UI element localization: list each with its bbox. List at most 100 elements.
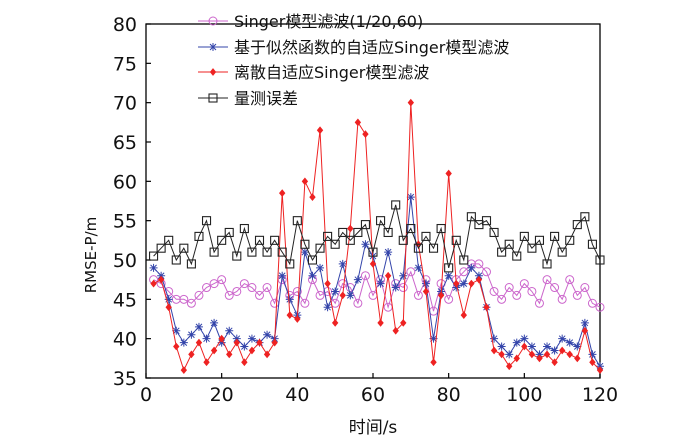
legend-marker: [209, 43, 217, 51]
data-point: [459, 279, 468, 288]
data-point: [565, 338, 574, 347]
data-point: [474, 271, 483, 280]
data-point: [406, 193, 415, 202]
x-tick-label: 100: [506, 384, 542, 406]
data-point: [361, 240, 370, 249]
data-point: [353, 227, 363, 238]
data-point: [589, 358, 596, 367]
data-point: [558, 346, 566, 355]
data-point: [209, 247, 219, 257]
data-point: [164, 235, 174, 245]
data-point: [588, 350, 597, 359]
data-point: [292, 286, 302, 296]
legend-marker: [208, 93, 218, 103]
data-point: [498, 350, 505, 359]
data-point: [307, 255, 318, 265]
x-axis-label: 时间/s: [349, 418, 398, 438]
data-point: [149, 251, 159, 261]
data-point: [316, 126, 324, 135]
data-point: [558, 334, 567, 343]
data-point: [497, 342, 506, 351]
data-point: [301, 177, 309, 186]
data-point: [179, 338, 188, 347]
legend-marker: [208, 16, 218, 26]
data-point: [377, 319, 384, 327]
data-point: [172, 326, 181, 335]
data-point: [596, 366, 604, 375]
data-point: [460, 311, 467, 319]
data-point: [241, 358, 248, 367]
data-point: [338, 279, 348, 289]
y-tick-label: 60: [113, 171, 137, 193]
data-point: [430, 358, 437, 367]
x-tick-label: 0: [140, 384, 152, 406]
data-point: [384, 248, 393, 257]
data-point: [164, 295, 173, 304]
data-point: [360, 271, 370, 281]
data-point: [262, 247, 272, 257]
legend-item-0: Singer模型滤波(1/20,60): [198, 12, 423, 31]
data-point: [209, 279, 219, 289]
data-point: [520, 334, 529, 343]
data-point: [572, 220, 582, 230]
series-line: [153, 204, 601, 269]
data-point: [421, 279, 430, 288]
data-point: [519, 279, 529, 289]
x-tick-label: 20: [210, 384, 234, 406]
data-point: [489, 286, 499, 296]
data-point: [308, 271, 317, 280]
series-group: [149, 98, 605, 375]
data-point: [550, 346, 559, 355]
data-point: [188, 350, 195, 359]
data-point: [233, 338, 240, 347]
legend-label: 量测误差: [234, 89, 298, 108]
x-tick-label: 60: [361, 384, 385, 406]
legend-item-3: 量测误差: [198, 89, 298, 108]
data-point: [316, 263, 325, 272]
data-point: [566, 350, 573, 359]
data-point: [156, 243, 166, 253]
data-point: [497, 294, 507, 304]
data-point: [428, 243, 439, 253]
data-point: [224, 290, 234, 300]
data-point: [384, 271, 392, 280]
data-point: [315, 243, 325, 253]
data-point: [399, 271, 408, 280]
data-point: [543, 342, 552, 351]
data-point: [527, 342, 536, 351]
data-point: [490, 334, 499, 343]
data-point: [187, 330, 196, 339]
data-point: [483, 303, 490, 312]
data-point: [285, 295, 294, 304]
x-tick-label: 40: [285, 384, 309, 406]
data-point: [232, 251, 242, 261]
data-point: [519, 231, 529, 241]
data-point: [521, 342, 528, 351]
data-point: [202, 283, 212, 293]
data-point: [217, 338, 226, 347]
data-point: [444, 271, 453, 280]
data-point: [557, 247, 567, 257]
data-point: [474, 259, 484, 269]
data-point: [574, 354, 581, 363]
data-point: [413, 290, 423, 300]
data-point: [451, 235, 461, 245]
data-point: [180, 366, 188, 375]
y-tick-label: 75: [113, 53, 137, 75]
data-point: [194, 322, 203, 331]
data-point: [263, 330, 272, 339]
data-point: [468, 279, 475, 288]
data-point: [262, 283, 272, 293]
data-point: [505, 350, 514, 359]
data-point: [300, 239, 310, 249]
legend-item-2: 离散自适应Singer模型滤波: [198, 63, 429, 82]
x-tick-label: 120: [582, 384, 618, 406]
y-tick-label: 50: [113, 250, 137, 272]
data-point: [285, 259, 295, 269]
data-point: [248, 346, 256, 355]
data-point: [232, 286, 242, 296]
data-point: [489, 227, 499, 238]
data-point: [421, 231, 431, 241]
data-point: [542, 275, 552, 285]
data-point: [263, 350, 271, 359]
